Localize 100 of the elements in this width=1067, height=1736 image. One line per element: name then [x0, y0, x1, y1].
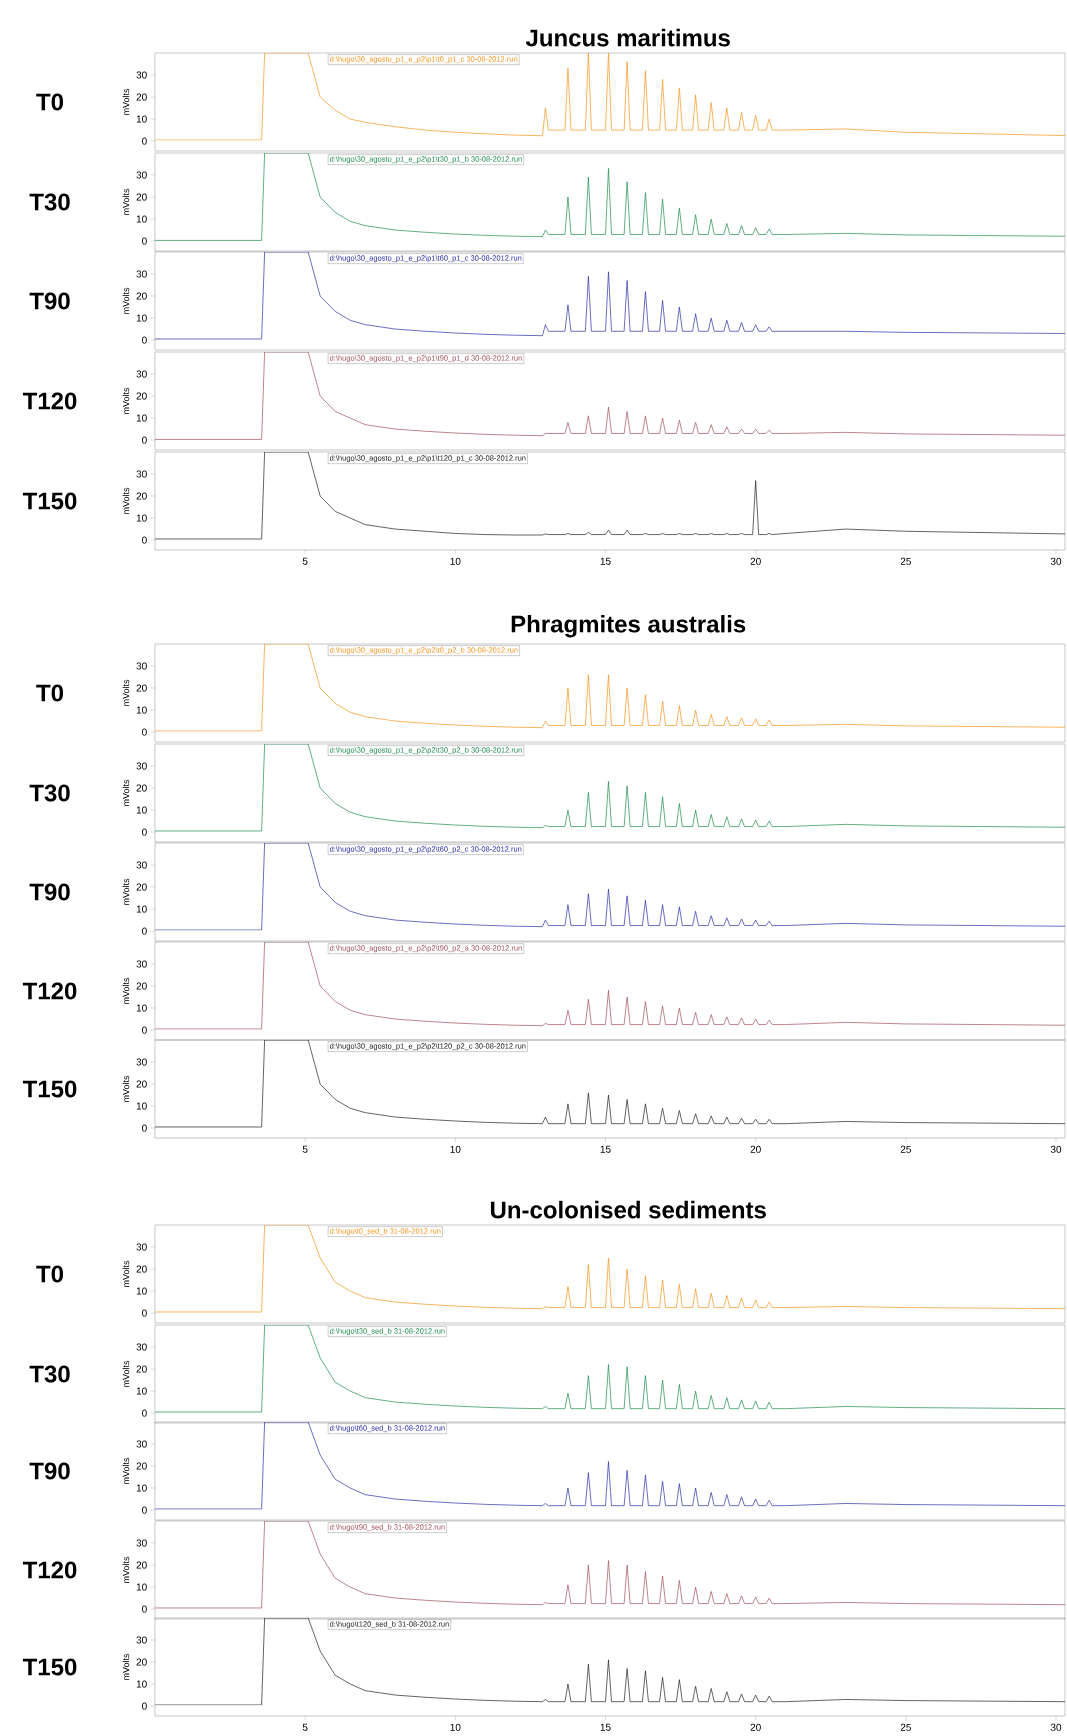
- line-series: [155, 1039, 1065, 1128]
- y-tick-label: 0: [142, 1026, 147, 1034]
- y-tick-label: 0: [142, 536, 147, 544]
- text: T0: [36, 1265, 64, 1283]
- text: T0: [36, 93, 64, 111]
- y-tick-label: 20: [136, 292, 147, 300]
- y-axis-title: mVolts: [122, 779, 130, 806]
- y-tick-label: 10: [136, 314, 147, 322]
- y-tick-label: 30: [136, 960, 147, 968]
- y-axis-title: mVolts: [122, 487, 130, 514]
- y-tick-label: 20: [136, 492, 147, 500]
- y-tick-label: 30: [136, 71, 147, 79]
- y-tick-label: 30: [136, 171, 147, 179]
- text: T90: [29, 883, 70, 901]
- y-axis-title: mVolts: [122, 1556, 130, 1583]
- y-tick-label: 10: [136, 806, 147, 814]
- y-tick-label: 0: [142, 1702, 147, 1710]
- y-tick-label: 20: [136, 193, 147, 201]
- line-series: [155, 842, 1065, 931]
- line-series: [155, 743, 1065, 832]
- y-tick-label: 10: [136, 115, 147, 123]
- y-axis-title: mVolts: [122, 287, 130, 314]
- x-tick-label: 20: [750, 1723, 761, 1731]
- text: T90: [29, 1462, 70, 1480]
- text: T0: [36, 684, 64, 702]
- y-tick-label: 10: [136, 1287, 147, 1295]
- y-tick-label: 20: [136, 1365, 147, 1373]
- y-tick-label: 30: [136, 470, 147, 478]
- y-axis-title: mVolts: [122, 1653, 130, 1680]
- x-tick-label: 15: [600, 1145, 611, 1153]
- y-tick-label: 30: [136, 370, 147, 378]
- y-tick-label: 30: [136, 1440, 147, 1448]
- y-tick-label: 10: [136, 414, 147, 422]
- y-axis-title: mVolts: [122, 878, 130, 905]
- y-tick-label: 10: [136, 1387, 147, 1395]
- x-tick-label: 20: [750, 557, 761, 565]
- y-tick-label: 0: [142, 1605, 147, 1613]
- text: T150: [22, 492, 77, 510]
- text: T30: [29, 784, 70, 802]
- y-axis-title: mVolts: [122, 1075, 130, 1102]
- x-tick-label: 25: [900, 1145, 911, 1153]
- y-tick-label: 10: [136, 1004, 147, 1012]
- y-tick-label: 0: [142, 137, 147, 145]
- y-tick-label: 0: [142, 828, 147, 836]
- y-tick-label: 30: [136, 270, 147, 278]
- y-tick-label: 0: [142, 237, 147, 245]
- y-tick-label: 0: [142, 1309, 147, 1317]
- x-tick-label: 5: [302, 1145, 308, 1153]
- x-tick-label: 25: [900, 557, 911, 565]
- y-axis-title: mVolts: [122, 679, 130, 706]
- y-tick-label: 20: [136, 883, 147, 891]
- line-series: [155, 1617, 1065, 1706]
- text: T150: [22, 1658, 77, 1676]
- y-tick-label: 0: [142, 1409, 147, 1417]
- x-tick-label: 30: [1050, 1723, 1062, 1731]
- line-series: [155, 1520, 1065, 1609]
- y-tick-label: 20: [136, 1561, 147, 1569]
- y-tick-label: 10: [136, 1102, 147, 1110]
- y-tick-label: 10: [136, 215, 147, 223]
- y-axis-title: mVolts: [122, 188, 130, 215]
- y-tick-label: 0: [142, 436, 147, 444]
- text: T30: [29, 193, 70, 211]
- line-series: [155, 643, 1065, 732]
- chart-subtitle: Phragmites australis: [511, 614, 746, 638]
- x-tick-label: 15: [600, 557, 611, 565]
- line-series: [155, 152, 1065, 241]
- x-tick-label: 10: [450, 1145, 461, 1153]
- y-tick-label: 10: [136, 1583, 147, 1591]
- y-tick-label: 0: [142, 927, 147, 935]
- y-tick-label: 30: [136, 1058, 147, 1066]
- y-tick-label: 30: [136, 1243, 147, 1251]
- y-tick-label: 10: [136, 1484, 147, 1492]
- y-tick-label: 20: [136, 1265, 147, 1273]
- x-tick-label: 5: [302, 557, 308, 565]
- y-tick-label: 30: [136, 861, 147, 869]
- y-tick-label: 20: [136, 784, 147, 792]
- y-tick-label: 10: [136, 905, 147, 913]
- line-series: [155, 1224, 1065, 1313]
- text: T120: [22, 982, 77, 1000]
- y-axis-title: mVolts: [122, 1260, 130, 1287]
- y-tick-label: 0: [142, 728, 147, 736]
- text: T30: [29, 1365, 70, 1383]
- x-tick-label: 30: [1050, 557, 1062, 565]
- x-tick-label: 20: [750, 1145, 761, 1153]
- y-axis-title: mVolts: [122, 1360, 130, 1387]
- text: T150: [22, 1080, 77, 1098]
- y-tick-label: 20: [136, 392, 147, 400]
- text: T90: [29, 292, 70, 310]
- chart-subtitle: Un-colonised sediments: [490, 1200, 766, 1219]
- line-series: [155, 941, 1065, 1030]
- y-tick-label: 10: [136, 706, 147, 714]
- y-tick-label: 10: [136, 1680, 147, 1688]
- y-tick-label: 0: [142, 1506, 147, 1514]
- y-tick-label: 30: [136, 762, 147, 770]
- y-tick-label: 20: [136, 684, 147, 692]
- line-series: [155, 1324, 1065, 1413]
- line-series: [155, 1421, 1065, 1510]
- x-tick-label: 5: [302, 1723, 308, 1731]
- y-axis-title: mVolts: [122, 977, 130, 1004]
- y-tick-label: 20: [136, 1080, 147, 1088]
